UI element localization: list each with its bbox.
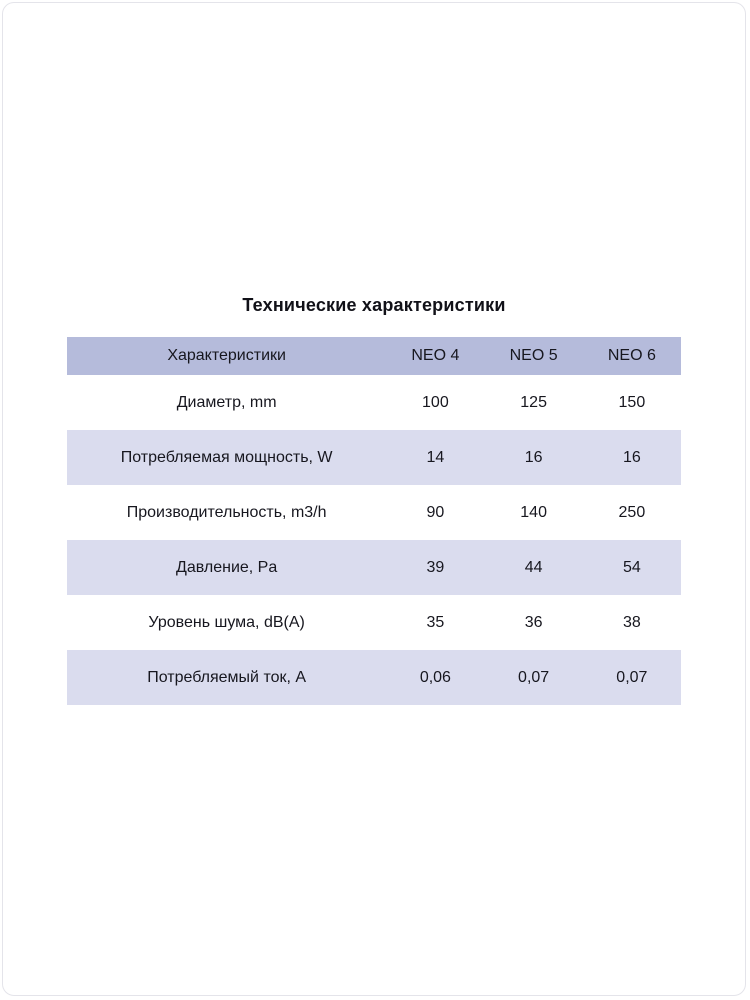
header-cell-neo4: NEO 4 [411,347,460,364]
spec-table: Характеристики NEO 4 NEO 5 NEO 6 Диаметр… [67,337,681,705]
row-label: Уровень шума, dB(A) [148,613,305,631]
header-cell-characteristics: Характеристики [167,347,286,364]
cell-value: 39 [426,558,445,576]
row-label: Давление, Pa [176,558,278,576]
cell-value: 54 [622,558,641,576]
table-row: Потребляемая мощность, W 14 16 16 [67,430,681,485]
cell-value: 14 [426,448,445,466]
cell-value: 140 [520,503,547,521]
cell-value: 16 [622,448,641,466]
table-row: Диаметр, mm 100 125 150 [67,375,681,430]
row-label: Потребляемый ток, A [147,668,307,686]
cell-value: 35 [426,613,445,631]
cell-value: 0,06 [419,668,451,686]
cell-value: 38 [622,613,641,631]
table-row: Давление, Pa 39 44 54 [67,540,681,595]
cell-value: 44 [524,558,543,576]
cell-value: 100 [422,393,449,411]
cell-value: 90 [426,503,445,521]
header-cell-neo5: NEO 5 [509,347,558,364]
cell-value: 150 [618,393,646,411]
row-label: Диаметр, mm [176,393,277,411]
table-row: Уровень шума, dB(A) 35 36 38 [67,595,681,650]
page-title: Технические характеристики [242,295,506,315]
cell-value: 250 [618,503,646,521]
table-header-row: Характеристики NEO 4 NEO 5 NEO 6 [67,337,681,375]
cell-value: 16 [524,448,543,466]
cell-value: 0,07 [518,668,550,686]
header-cell-neo6: NEO 6 [607,347,656,364]
row-label: Потребляемая мощность, W [120,448,333,466]
cell-value: 125 [520,393,547,411]
table-row: Потребляемый ток, A 0,06 0,07 0,07 [67,650,681,705]
cell-value: 36 [524,613,543,631]
cell-value: 0,07 [616,668,648,686]
row-label: Производительность, m3/h [126,503,327,521]
table-row: Производительность, m3/h 90 140 250 [67,485,681,540]
